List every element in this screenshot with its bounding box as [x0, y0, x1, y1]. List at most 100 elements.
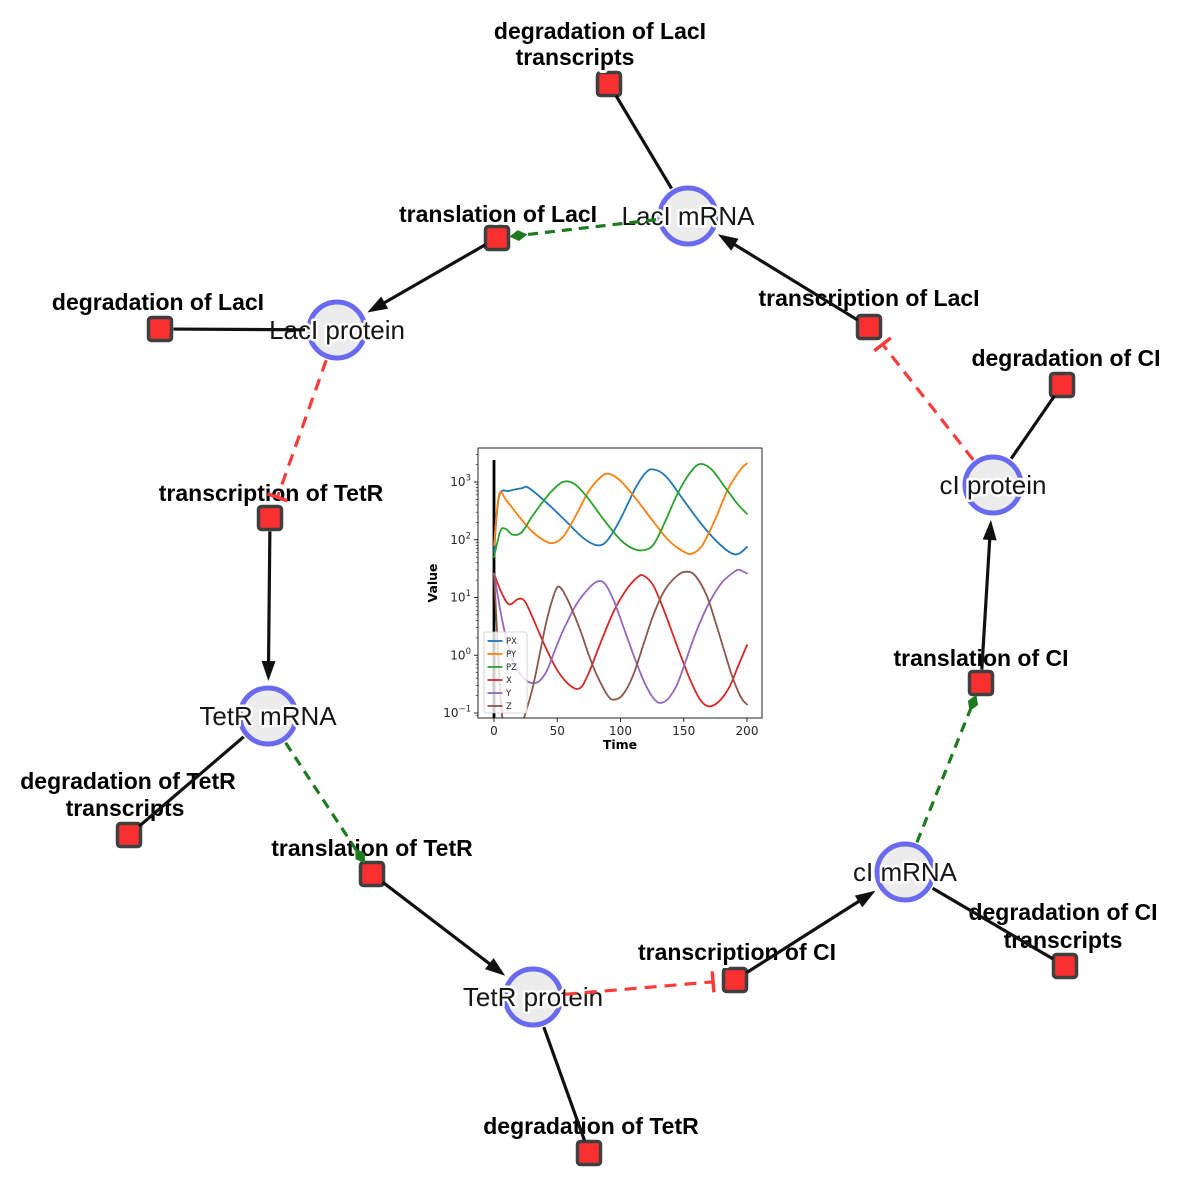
edge-tetr-protein-deg-tetr: [542, 1026, 586, 1141]
x-tick-label: 100: [609, 724, 632, 738]
reaction-label-deg-laci-tx-line1: transcripts: [516, 44, 635, 70]
species-node-tetr-protein[interactable]: [502, 966, 564, 1028]
edge-translation-tetr-tetr-protein: [381, 880, 506, 976]
edge-tetr-protein-transcription-ci: [564, 971, 716, 996]
edge-line: [745, 896, 865, 975]
reaction-node-transcription-laci[interactable]: [855, 313, 883, 341]
reaction-label-transcription-laci-line0: transcription of LacI: [758, 285, 979, 311]
edge-laci-protein-transcription-tetr: [266, 359, 328, 503]
species-label-laci-mrna: LacI mRNA: [622, 201, 756, 231]
species-node-laci-mrna[interactable]: [657, 185, 719, 247]
species-label-ci-protein: cI protein: [940, 470, 1047, 500]
plot-area: [492, 460, 748, 718]
reaction-node-deg-tetr-tx[interactable]: [115, 821, 143, 849]
axes-layer: 103 102 101 100 10−1 0 50 100 150 200 Time Value: [425, 447, 763, 752]
edge-line: [173, 327, 306, 332]
reaction-node-deg-ci-tx[interactable]: [1051, 952, 1079, 980]
series-line-PX: [493, 468, 748, 556]
edge-transcription-tetr-tetr-mrna: [261, 531, 276, 682]
reaction-node-translation-ci[interactable]: [967, 669, 995, 697]
y-tick-label: 103: [450, 474, 471, 490]
edges-layer: [138, 94, 1056, 1141]
species-node-laci-protein[interactable]: [306, 299, 368, 361]
x-tick-label: 200: [736, 724, 759, 738]
edge-line: [881, 343, 975, 461]
reaction-label-deg-tetr-tx-line1: transcripts: [66, 795, 185, 821]
series-line-PZ: [493, 463, 748, 558]
edge-translation-ci-ci-protein: [980, 519, 997, 670]
edge-ci-mrna-deg-ci-tx: [931, 886, 1055, 961]
reaction-node-transcription-tetr[interactable]: [256, 504, 284, 532]
edge-line: [1009, 395, 1056, 460]
edge-tetr-mrna-translation-tetr: [284, 741, 366, 864]
species-label-tetr-protein: TetR protein: [463, 982, 603, 1012]
edge-line: [525, 218, 657, 237]
y-tick-label: 101: [450, 589, 471, 605]
reaction-node-transcription-ci[interactable]: [721, 966, 749, 994]
edge-ci-protein-transcription-laci: [873, 336, 975, 461]
x-tick-label: 150: [672, 724, 695, 738]
reaction-label-transcription-tetr-line0: transcription of TetR: [159, 480, 384, 506]
y-tick-label: 102: [450, 531, 471, 547]
reaction-label-deg-ci-line0: degradation of CI: [971, 345, 1160, 371]
species-node-ci-mrna[interactable]: [874, 841, 936, 903]
edge-line: [710, 971, 716, 993]
y-axis-label: Value: [425, 563, 440, 602]
edge-line: [542, 1026, 586, 1141]
reaction-label-transcription-ci-line0: transcription of CI: [638, 939, 836, 965]
species-label-tetr-mrna: TetR mRNA: [199, 701, 337, 731]
arrowhead: [717, 234, 739, 251]
x-axis-label: Time: [603, 737, 637, 752]
arrowhead: [367, 296, 389, 313]
edge-laci-protein-deg-laci: [173, 327, 306, 332]
edge-tetr-mrna-deg-tetr-tx: [138, 735, 245, 828]
reaction-node-deg-tetr[interactable]: [575, 1139, 603, 1167]
reaction-label-deg-tetr-line0: degradation of TetR: [483, 1113, 699, 1139]
species-label-ci-mrna: cI mRNA: [853, 857, 958, 887]
reaction-label-translation-laci-line0: translation of LacI: [399, 201, 597, 227]
edge-ci-protein-deg-ci: [1009, 395, 1056, 460]
reaction-node-deg-laci-tx[interactable]: [595, 70, 623, 98]
series-line-Z: [493, 570, 748, 718]
edge-transcription-ci-ci-mrna: [745, 890, 876, 975]
edge-laci-mrna-translation-laci: [509, 218, 657, 242]
edge-line: [266, 492, 288, 503]
edge-line: [873, 336, 892, 353]
diamond-arrowhead: [355, 848, 366, 864]
species-node-ci-protein[interactable]: [962, 454, 1024, 516]
y-tick-label: 10−1: [443, 705, 471, 721]
arrowhead: [261, 660, 276, 682]
reaction-label-translation-tetr-line0: translation of TetR: [271, 835, 473, 861]
edge-line: [275, 359, 328, 498]
reaction-node-translation-tetr[interactable]: [358, 860, 386, 888]
reaction-node-translation-laci[interactable]: [483, 224, 511, 252]
x-tick-label: 0: [490, 724, 498, 738]
diamond-arrowhead: [967, 694, 979, 712]
legend-label-Z: Z: [506, 702, 512, 712]
edge-line: [378, 243, 487, 307]
series-line-PY: [493, 462, 748, 555]
edge-line: [915, 708, 972, 843]
edge-line: [980, 533, 992, 670]
reaction-node-deg-laci[interactable]: [146, 315, 174, 343]
reaction-label-deg-laci-line0: degradation of LacI: [52, 289, 264, 315]
species-node-tetr-mrna[interactable]: [237, 685, 299, 747]
legend-label-Y: Y: [505, 689, 512, 699]
legend: PX PY PZ XYZ: [483, 631, 528, 714]
legend-label-PX: PX: [506, 637, 517, 647]
arrowhead: [982, 519, 997, 541]
legend-label-PY: PY: [506, 650, 517, 660]
edge-line: [138, 735, 245, 828]
reaction-label-deg-ci-tx-line0: degradation of CI: [968, 899, 1157, 925]
edge-line: [284, 741, 358, 852]
legend-label-X: X: [506, 676, 512, 686]
reaction-node-deg-ci[interactable]: [1048, 371, 1076, 399]
series-line-X: [493, 572, 748, 708]
nodes-layer: [115, 70, 1079, 1167]
edge-line: [614, 94, 673, 190]
diamond-arrowhead: [509, 230, 528, 242]
